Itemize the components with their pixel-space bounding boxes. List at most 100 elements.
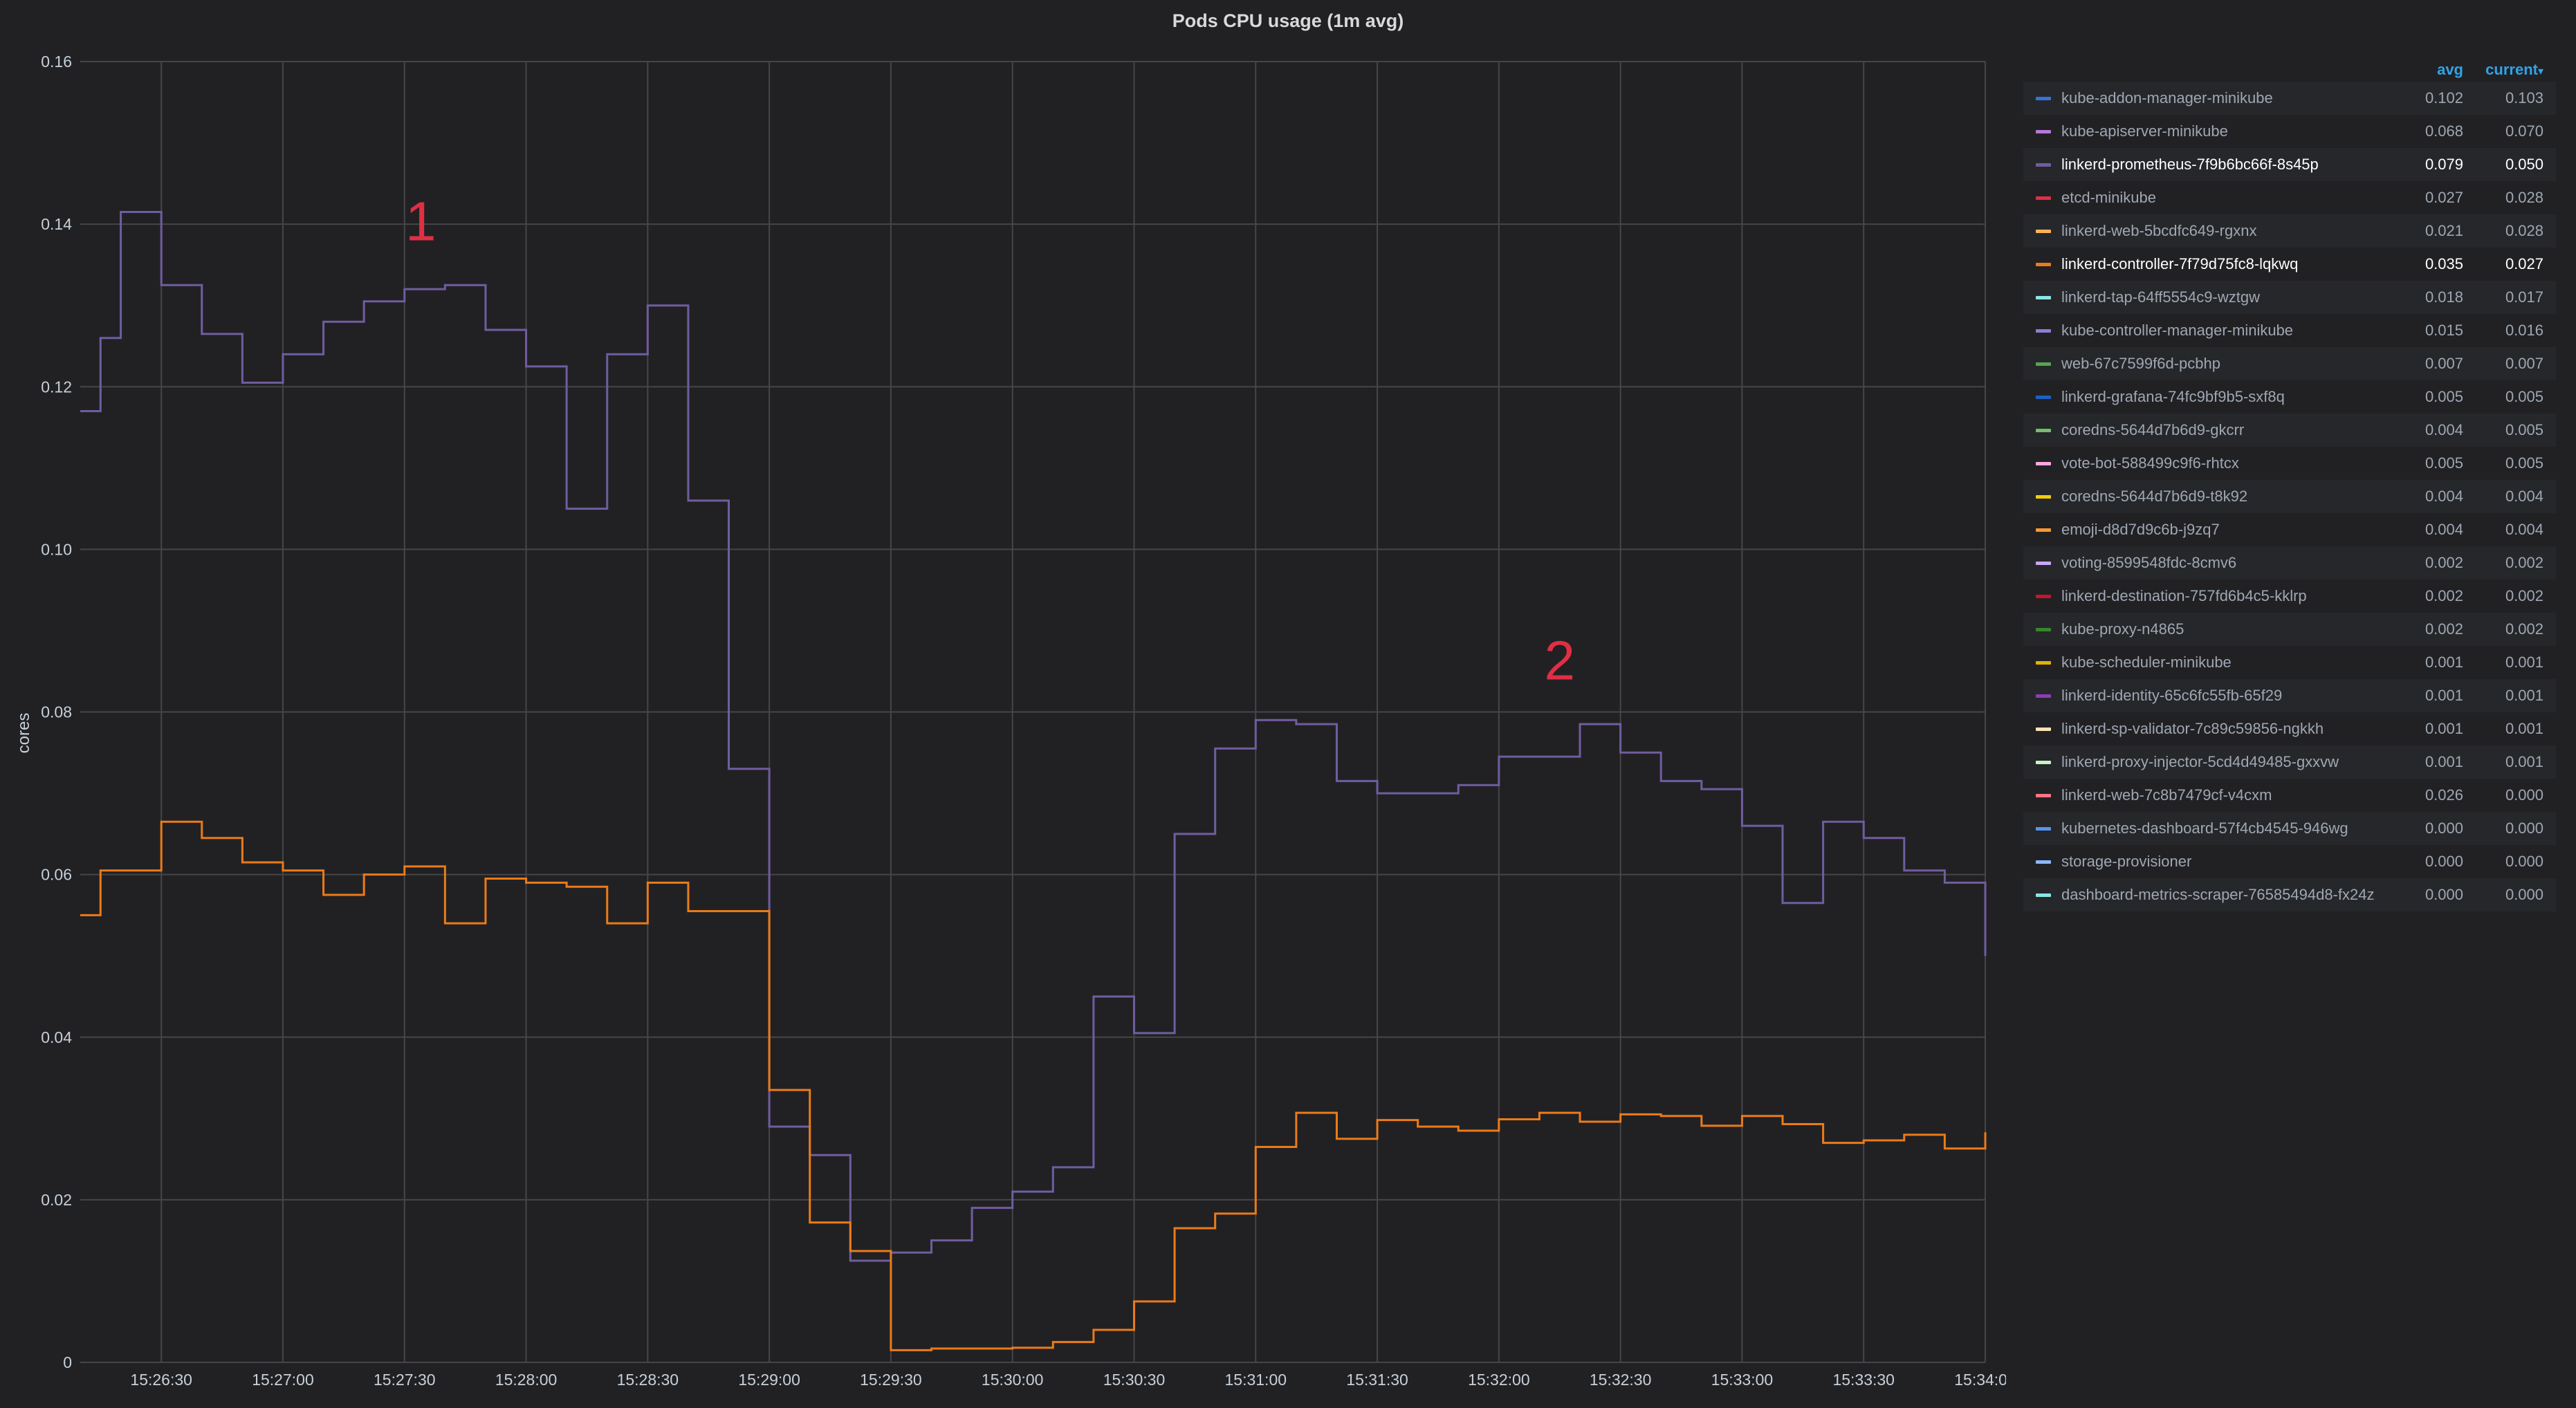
legend-item[interactable]: linkerd-identity-65c6fc55fb-65f29 0.001 0.… [2023,679,2556,712]
legend-color-swatch[interactable] [2036,263,2051,266]
x-tick-label: 15:29:30 [860,1371,922,1389]
legend-item-name[interactable]: kubernetes-dashboard-57f4cb4545-946wg [2061,819,2348,837]
legend-item[interactable]: linkerd-grafana-74fc9bf9b5-sxf8q 0.005 0.0… [2023,380,2556,414]
legend-color-swatch[interactable] [2036,296,2051,299]
legend-item-avg: 0.068 [2425,122,2463,140]
legend-color-swatch[interactable] [2036,130,2051,133]
legend-color-swatch[interactable] [2036,595,2051,598]
legend-color-swatch[interactable] [2036,728,2051,731]
legend-item-name[interactable]: kube-controller-manager-minikube [2061,322,2294,339]
x-tick-label: 15:30:30 [1103,1371,1166,1389]
legend-item-name[interactable]: linkerd-controller-7f79d75fc8-lqkwq [2061,255,2299,272]
legend-item[interactable]: linkerd-prometheus-7f9b6bc66f-8s45p 0.079… [2023,148,2556,181]
legend-item-name[interactable]: linkerd-grafana-74fc9bf9b5-sxf8q [2061,388,2285,405]
legend-item-avg: 0.035 [2425,255,2463,272]
legend-color-swatch[interactable] [2036,661,2051,665]
legend-item[interactable]: linkerd-tap-64ff5554c9-wztgw 0.018 0.017 [2023,281,2556,314]
current-header-label: current [2485,61,2538,78]
legend-item-name[interactable]: emoji-d8d7d9c6b-j9zq7 [2061,521,2220,538]
legend-item-name[interactable]: kube-apiserver-minikube [2061,122,2228,140]
legend-item-name[interactable]: kube-addon-manager-minikube [2061,89,2273,106]
axes: 0 0.02 0.04 0.06 0.08 0.10 0.12 0.14 0.16 15:26:3… [41,53,2006,1389]
legend-item-name[interactable]: web-67c7599f6d-pcbhp [2061,355,2220,372]
legend-item[interactable]: kube-addon-manager-minikube 0.102 0.103 [2023,82,2556,115]
legend-item[interactable]: vote-bot-588499c9f6-rhtcx 0.005 0.005 [2023,447,2556,480]
legend-item-name[interactable]: kube-scheduler-minikube [2061,654,2232,671]
legend-item[interactable]: linkerd-web-5bcdfc649-rgxnx 0.021 0.028 [2023,214,2556,248]
legend-item[interactable]: voting-8599548fdc-8cmv6 0.002 0.002 [2023,546,2556,580]
x-tick-label: 15:27:00 [252,1371,314,1389]
annotations: 12 [405,191,1575,692]
x-tick-label: 15:27:30 [374,1371,436,1389]
legend-item[interactable]: kube-proxy-n4865 0.002 0.002 [2023,613,2556,646]
panel-title[interactable]: Pods CPU usage (1m avg) [1172,10,1404,31]
legend-item-avg: 0.007 [2425,355,2463,372]
series-line[interactable] [80,820,1987,1351]
legend-color-swatch[interactable] [2036,429,2051,432]
legend-item-name[interactable]: voting-8599548fdc-8cmv6 [2061,554,2237,571]
legend-item[interactable]: linkerd-sp-validator-7c89c59856-ngkkh 0.0… [2023,712,2556,745]
legend-color-swatch[interactable] [2036,528,2051,532]
legend-color-swatch[interactable] [2036,362,2051,366]
legend-item-name[interactable]: dashboard-metrics-scraper-76585494d8-fx2… [2061,886,2375,903]
legend-color-swatch[interactable] [2036,396,2051,399]
avg-column-header[interactable]: avg [2437,61,2463,78]
legend-item[interactable]: etcd-minikube 0.027 0.028 [2023,181,2556,214]
legend-item-avg: 0.004 [2425,521,2463,538]
legend-item-avg: 0.002 [2425,620,2463,638]
legend-color-swatch[interactable] [2036,329,2051,333]
legend-item-name[interactable]: coredns-5644d7b6d9-gkcrr [2061,421,2245,438]
legend-item-current: 0.028 [2505,189,2543,206]
legend-item[interactable]: linkerd-controller-7f79d75fc8-lqkwq 0.035… [2023,248,2556,281]
legend-item[interactable]: web-67c7599f6d-pcbhp 0.007 0.007 [2023,347,2556,380]
legend-item-name[interactable]: kube-proxy-n4865 [2061,620,2184,638]
legend-item[interactable]: linkerd-web-7c8b7479cf-v4cxm 0.026 0.000 [2023,779,2556,812]
legend-item-name[interactable]: linkerd-prometheus-7f9b6bc66f-8s45p [2061,156,2319,173]
legend-color-swatch[interactable] [2036,761,2051,764]
legend-color-swatch[interactable] [2036,860,2051,864]
legend-color-swatch[interactable] [2036,230,2051,233]
legend-item-name[interactable]: linkerd-web-5bcdfc649-rgxnx [2061,222,2257,239]
legend-item-name[interactable]: coredns-5644d7b6d9-t8k92 [2061,488,2248,505]
caret-down-icon: ▾ [2537,66,2543,77]
legend-item-name[interactable]: linkerd-sp-validator-7c89c59856-ngkkh [2061,720,2324,737]
legend-color-swatch[interactable] [2036,893,2051,897]
legend-item[interactable]: kubernetes-dashboard-57f4cb4545-946wg 0.0… [2023,812,2556,845]
legend-color-swatch[interactable] [2036,628,2051,631]
legend-item-name[interactable]: vote-bot-588499c9f6-rhtcx [2061,454,2239,472]
legend-item[interactable]: kube-controller-manager-minikube 0.015 0.0… [2023,314,2556,347]
legend-item-name[interactable]: linkerd-proxy-injector-5cd4d49485-gxxvw [2061,753,2339,770]
legend-item[interactable]: kube-scheduler-minikube 0.001 0.001 [2023,646,2556,679]
legend-item[interactable]: kube-apiserver-minikube 0.068 0.070 [2023,115,2556,148]
legend-item[interactable]: emoji-d8d7d9c6b-j9zq7 0.004 0.004 [2023,513,2556,546]
legend-item[interactable]: linkerd-destination-757fd6b4c5-kklrp 0.00… [2023,580,2556,613]
legend-item[interactable]: dashboard-metrics-scraper-76585494d8-fx2… [2023,878,2556,911]
chart: 0 0.02 0.04 0.06 0.08 0.10 0.12 0.14 0.16 15:26:3… [15,53,2006,1389]
legend-rows: kube-addon-manager-minikube 0.102 0.103 kub… [2023,82,2556,911]
legend-item[interactable]: linkerd-proxy-injector-5cd4d49485-gxxvw 0… [2023,745,2556,779]
y-tick-label: 0.12 [41,378,72,396]
legend-color-swatch[interactable] [2036,462,2051,465]
series-line[interactable] [80,210,1987,1262]
legend-item-name[interactable]: linkerd-identity-65c6fc55fb-65f29 [2061,687,2283,704]
legend-item-name[interactable]: linkerd-web-7c8b7479cf-v4cxm [2061,786,2272,804]
legend-color-swatch[interactable] [2036,827,2051,831]
legend-item-current: 0.028 [2505,222,2543,239]
legend-item[interactable]: storage-provisioner 0.000 0.000 [2023,845,2556,878]
legend-item[interactable]: coredns-5644d7b6d9-t8k92 0.004 0.004 [2023,480,2556,513]
legend-color-swatch[interactable] [2036,794,2051,797]
legend-color-swatch[interactable] [2036,495,2051,499]
legend-color-swatch[interactable] [2036,562,2051,565]
legend-item-name[interactable]: linkerd-tap-64ff5554c9-wztgw [2061,288,2260,306]
legend-item-current: 0.001 [2505,654,2543,671]
legend-item-name[interactable]: storage-provisioner [2061,853,2192,870]
legend-color-swatch[interactable] [2036,694,2051,698]
current-column-header[interactable]: current▾ [2485,61,2543,79]
legend-item-name[interactable]: linkerd-destination-757fd6b4c5-kklrp [2061,587,2307,604]
legend-item-current: 0.016 [2505,322,2543,339]
legend-color-swatch[interactable] [2036,163,2051,167]
legend-item[interactable]: coredns-5644d7b6d9-gkcrr 0.004 0.005 [2023,414,2556,447]
legend-item-name[interactable]: etcd-minikube [2061,189,2156,206]
legend-color-swatch[interactable] [2036,196,2051,200]
legend-color-swatch[interactable] [2036,97,2051,100]
